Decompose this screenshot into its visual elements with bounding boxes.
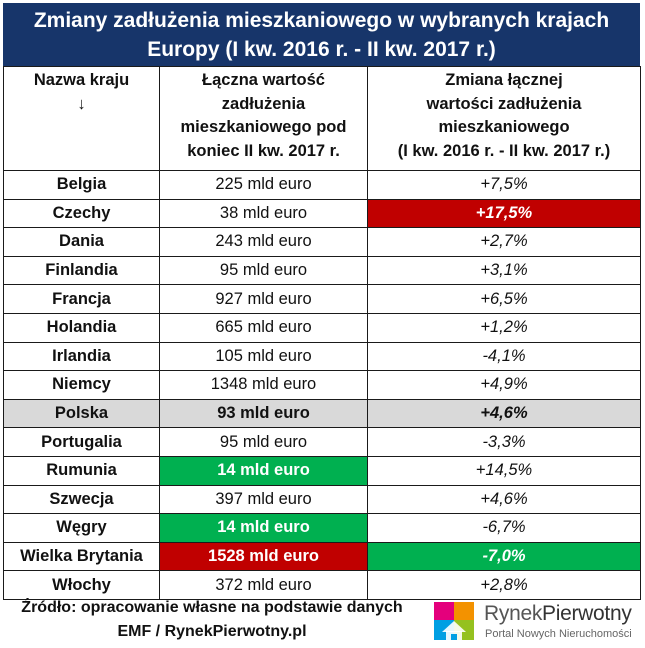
change-cell: +3,1% [367,255,641,286]
arrow-down-icon: ↓ [77,94,86,113]
change-cell: -4,1% [367,341,641,372]
table-row: Szwecja 397 mld euro +4,6% [3,484,641,515]
country-cell: Francja [3,284,160,314]
table-row: Czechy 38 mld euro +17,5% [3,198,641,229]
change-cell: +17,5% [367,198,641,229]
change-cell: +4,9% [367,370,641,400]
change-cell: +4,6% [367,484,641,515]
country-cell: Węgry [3,513,160,543]
table-row: Węgry 14 mld euro -6,7% [3,513,641,543]
title-line-1: Zmiany zadłużenia mieszkaniowego w wybra… [33,9,610,32]
value-cell: 93 mld euro [159,398,368,429]
country-cell: Szwecja [3,484,160,515]
value-cell: 665 mld euro [159,312,368,343]
table-row: Holandia 665 mld euro +1,2% [3,312,641,343]
country-cell: Włochy [3,570,160,600]
change-cell: +4,6% [367,398,641,429]
table-row: Dania 243 mld euro +2,7% [3,227,641,257]
value-cell: 243 mld euro [159,227,368,257]
change-cell: +14,5% [367,455,641,486]
header-country: Nazwa kraju ↓ [3,66,160,171]
table-title: Zmiany zadłużenia mieszkaniowego w wybra… [3,3,640,66]
value-cell: 14 mld euro [159,513,368,543]
change-cell: +7,5% [367,170,641,200]
header-value: Łączna wartość zadłużenia mieszkaniowego… [159,66,368,171]
country-cell: Holandia [3,312,160,343]
country-cell: Niemcy [3,370,160,400]
table-row: Belgia 225 mld euro +7,5% [3,170,641,200]
country-cell: Polska [3,398,160,429]
country-cell: Dania [3,227,160,257]
table-row: Wielka Brytania 1528 mld euro -7,0% [3,541,641,572]
change-cell: +1,2% [367,312,641,343]
rynekpierwotny-logo: RynekPierwotny Portal Nowych Nieruchomoś… [432,598,642,644]
change-cell: +2,8% [367,570,641,600]
value-cell: 105 mld euro [159,341,368,372]
table-row: Włochy 372 mld euro +2,8% [3,570,641,600]
country-cell: Finlandia [3,255,160,286]
table-row: Niemcy 1348 mld euro +4,9% [3,370,641,400]
change-cell: -6,7% [367,513,641,543]
debt-table: Nazwa kraju ↓ Łączna wartość zadłużenia … [3,66,641,600]
table-row-poland: Polska 93 mld euro +4,6% [3,398,641,429]
country-cell: Portugalia [3,427,160,457]
country-cell: Wielka Brytania [3,541,160,572]
logo-name: RynekPierwotny [484,602,632,625]
value-cell: 225 mld euro [159,170,368,200]
country-cell: Belgia [3,170,160,200]
title-line-2: Europy (I kw. 2016 r. - II kw. 2017 r.) [147,38,496,61]
table-row: Finlandia 95 mld euro +3,1% [3,255,641,286]
value-cell: 397 mld euro [159,484,368,515]
value-cell: 95 mld euro [159,427,368,457]
value-cell: 38 mld euro [159,198,368,229]
value-cell: 927 mld euro [159,284,368,314]
logo-tagline: Portal Nowych Nieruchomości [485,628,632,640]
change-cell: +6,5% [367,284,641,314]
country-cell: Irlandia [3,341,160,372]
value-cell: 1348 mld euro [159,370,368,400]
change-cell: -7,0% [367,541,641,572]
table-row: Francja 927 mld euro +6,5% [3,284,641,314]
country-cell: Czechy [3,198,160,229]
change-cell: -3,3% [367,427,641,457]
header-row: Nazwa kraju ↓ Łączna wartość zadłużenia … [3,66,641,171]
source-note: Źródło: opracowanie własne na podstawie … [21,599,403,640]
header-change: Zmiana łącznej wartości zadłużenia miesz… [367,66,641,171]
country-cell: Rumunia [3,455,160,486]
change-cell: +2,7% [367,227,641,257]
table-row: Portugalia 95 mld euro -3,3% [3,427,641,457]
table-row: Rumunia 14 mld euro +14,5% [3,455,641,486]
house-puzzle-icon [434,602,474,640]
value-cell: 14 mld euro [159,455,368,486]
value-cell: 1528 mld euro [159,541,368,572]
table-row: Irlandia 105 mld euro -4,1% [3,341,641,372]
value-cell: 95 mld euro [159,255,368,286]
value-cell: 372 mld euro [159,570,368,600]
